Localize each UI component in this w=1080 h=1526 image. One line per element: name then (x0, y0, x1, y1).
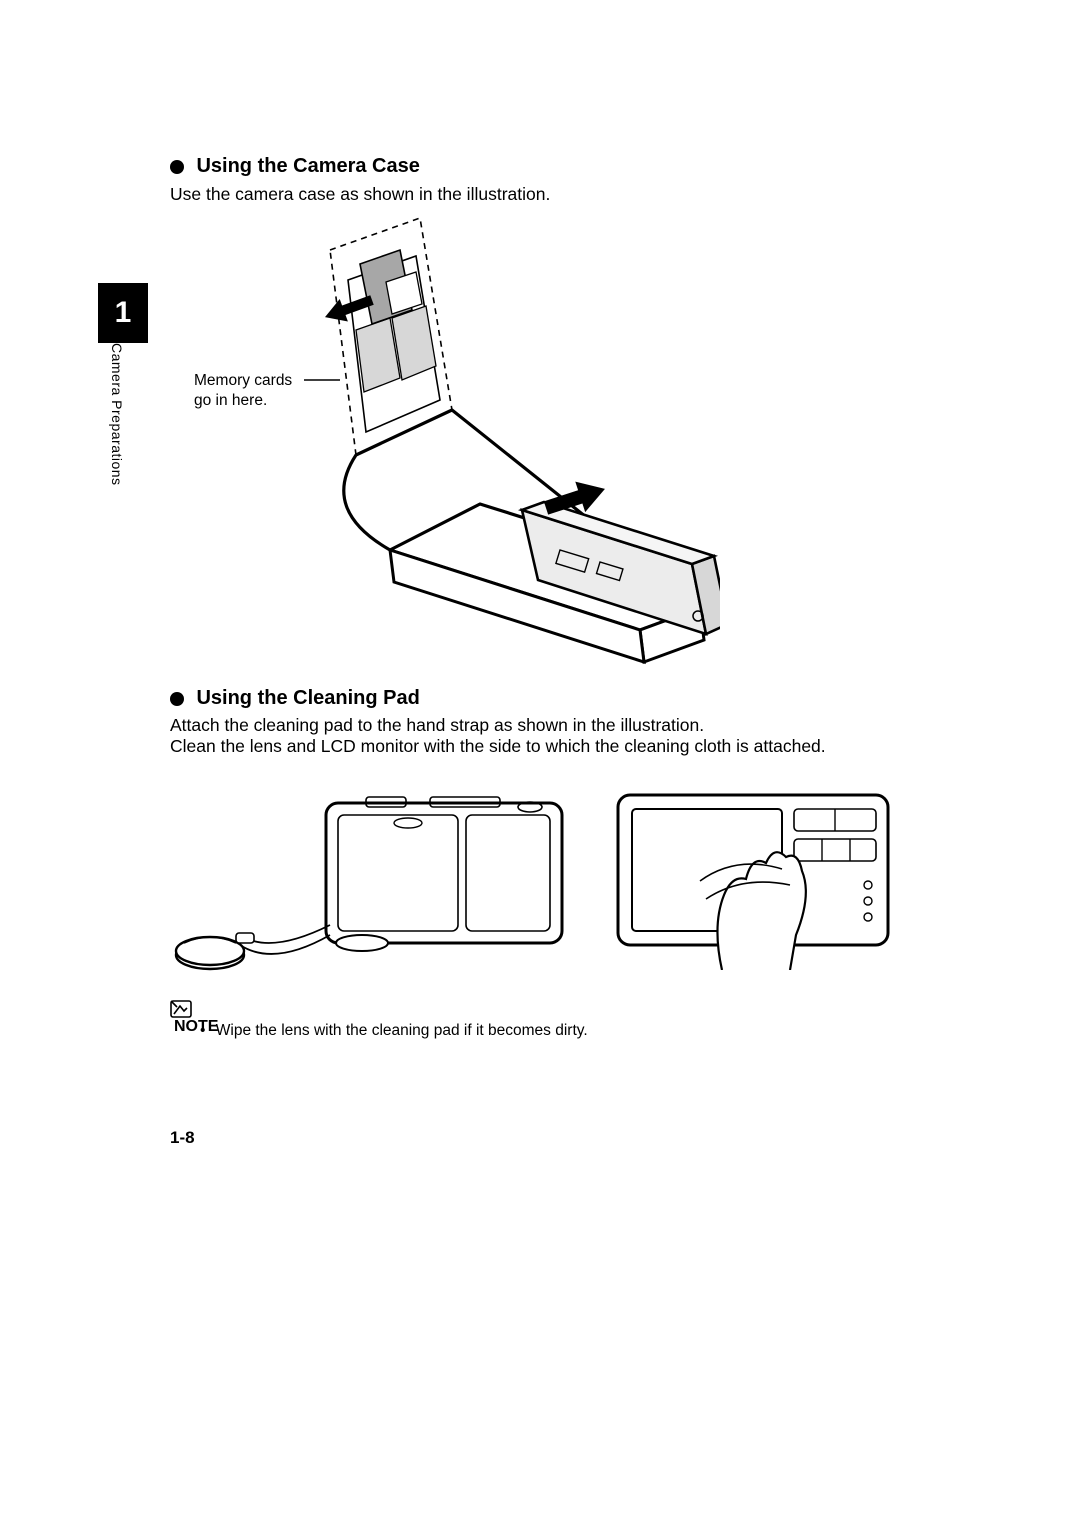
illustration-cleaning-pad-attach (170, 785, 580, 985)
chapter-number: 1 (115, 296, 132, 330)
chapter-tab: 1 (98, 283, 148, 343)
illustration-cleaning-pad-use (612, 785, 902, 970)
illustration-camera-case (260, 210, 720, 670)
heading-camera-case-text: Using the Camera Case (196, 155, 419, 177)
heading-cleaning-pad: Using the Cleaning Pad (170, 687, 420, 710)
manual-page: 1 Camera Preparations Using the Camera C… (0, 0, 1080, 1526)
heading-camera-case: Using the Camera Case (170, 155, 420, 178)
bullet-icon (170, 160, 184, 174)
heading-cleaning-pad-text: Using the Cleaning Pad (196, 687, 419, 709)
note-icon (170, 1000, 192, 1018)
note-bullet-dot: • (200, 1022, 205, 1039)
chapter-label: Camera Preparations (109, 343, 125, 486)
page-number: 1-8 (170, 1128, 195, 1148)
note-item-text: Wipe the lens with the cleaning pad if i… (216, 1022, 588, 1039)
paragraph-camera-case: Use the camera case as shown in the illu… (170, 183, 550, 206)
bullet-icon (170, 692, 184, 706)
callout-line2: go in here. (194, 392, 267, 409)
note-item: • Wipe the lens with the cleaning pad if… (200, 1022, 588, 1040)
paragraph-cleaning-pad-2: Clean the lens and LCD monitor with the … (170, 736, 826, 757)
paragraph-cleaning-pad-1: Attach the cleaning pad to the hand stra… (170, 715, 704, 736)
